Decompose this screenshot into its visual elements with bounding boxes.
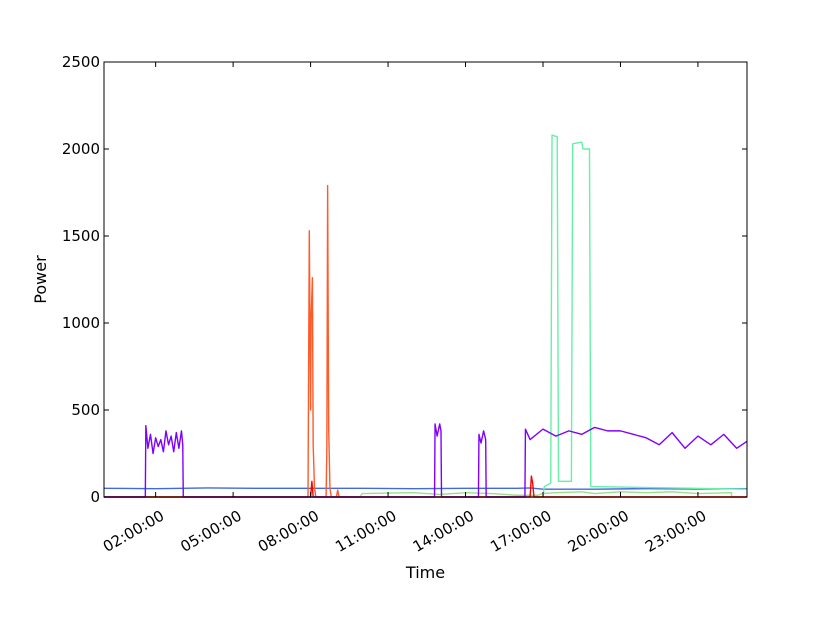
y-tick-label-1: 500 xyxy=(71,401,100,419)
y-tick-label-2: 1000 xyxy=(62,314,100,332)
series-line-3 xyxy=(104,134,748,498)
plot-area-background xyxy=(104,62,747,497)
x-axis-title: Time xyxy=(405,563,445,582)
series-line-2 xyxy=(104,491,747,498)
y-tick-label-4: 2000 xyxy=(62,140,100,158)
plot-frame xyxy=(103,61,748,498)
y-tick-label-0: 0 xyxy=(90,488,100,506)
series-line-1 xyxy=(103,487,748,490)
y-tick-label-3: 1500 xyxy=(62,227,100,245)
y-tick-label-5: 2500 xyxy=(62,53,100,71)
y-axis-title: Power xyxy=(31,255,50,304)
